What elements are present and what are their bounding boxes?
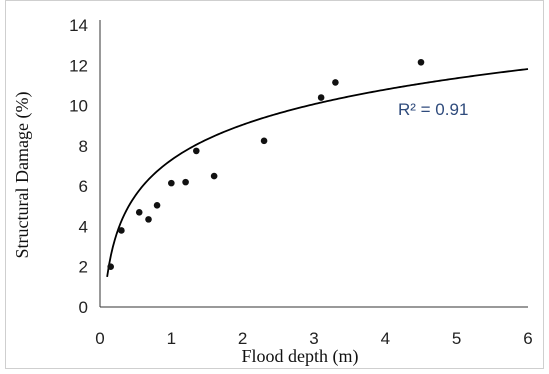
- trendline-layer: [106, 68, 529, 277]
- x-axis-label: Flood depth (m): [242, 346, 359, 367]
- y-tick-label: 4: [79, 217, 88, 236]
- data-point: [118, 227, 125, 234]
- data-point: [210, 172, 218, 180]
- y-axis-label: Structural Damage (%): [12, 92, 33, 259]
- data-point: [260, 137, 268, 145]
- x-tick-label: 4: [381, 329, 390, 348]
- x-tick-label: 1: [167, 329, 176, 348]
- x-tick-label: 2: [238, 329, 247, 348]
- data-point: [107, 263, 114, 271]
- data-point: [317, 94, 325, 101]
- y-tick-label: 0: [79, 298, 88, 317]
- y-tick-label: 6: [79, 177, 88, 196]
- y-tick-label: 2: [79, 258, 88, 277]
- r-squared-label: R² = 0.91: [398, 100, 468, 119]
- x-tick-label: 5: [452, 329, 461, 348]
- x-tick-label: 6: [523, 329, 532, 348]
- data-point: [182, 178, 189, 186]
- data-point: [168, 179, 175, 187]
- data-point: [145, 216, 152, 223]
- y-tick-label: 12: [69, 56, 88, 75]
- data-point: [417, 58, 425, 66]
- data-point: [193, 147, 200, 155]
- data-points: [107, 58, 425, 271]
- data-point: [153, 201, 161, 209]
- x-tick-label: 0: [95, 329, 104, 348]
- data-point: [135, 209, 143, 216]
- x-tick-label: 3: [309, 329, 318, 348]
- y-tick-label: 10: [69, 97, 88, 116]
- y-tick-label: 8: [79, 137, 88, 156]
- y-tick-label: 14: [69, 16, 88, 35]
- log-trendline: [106, 68, 529, 277]
- data-point: [332, 79, 339, 86]
